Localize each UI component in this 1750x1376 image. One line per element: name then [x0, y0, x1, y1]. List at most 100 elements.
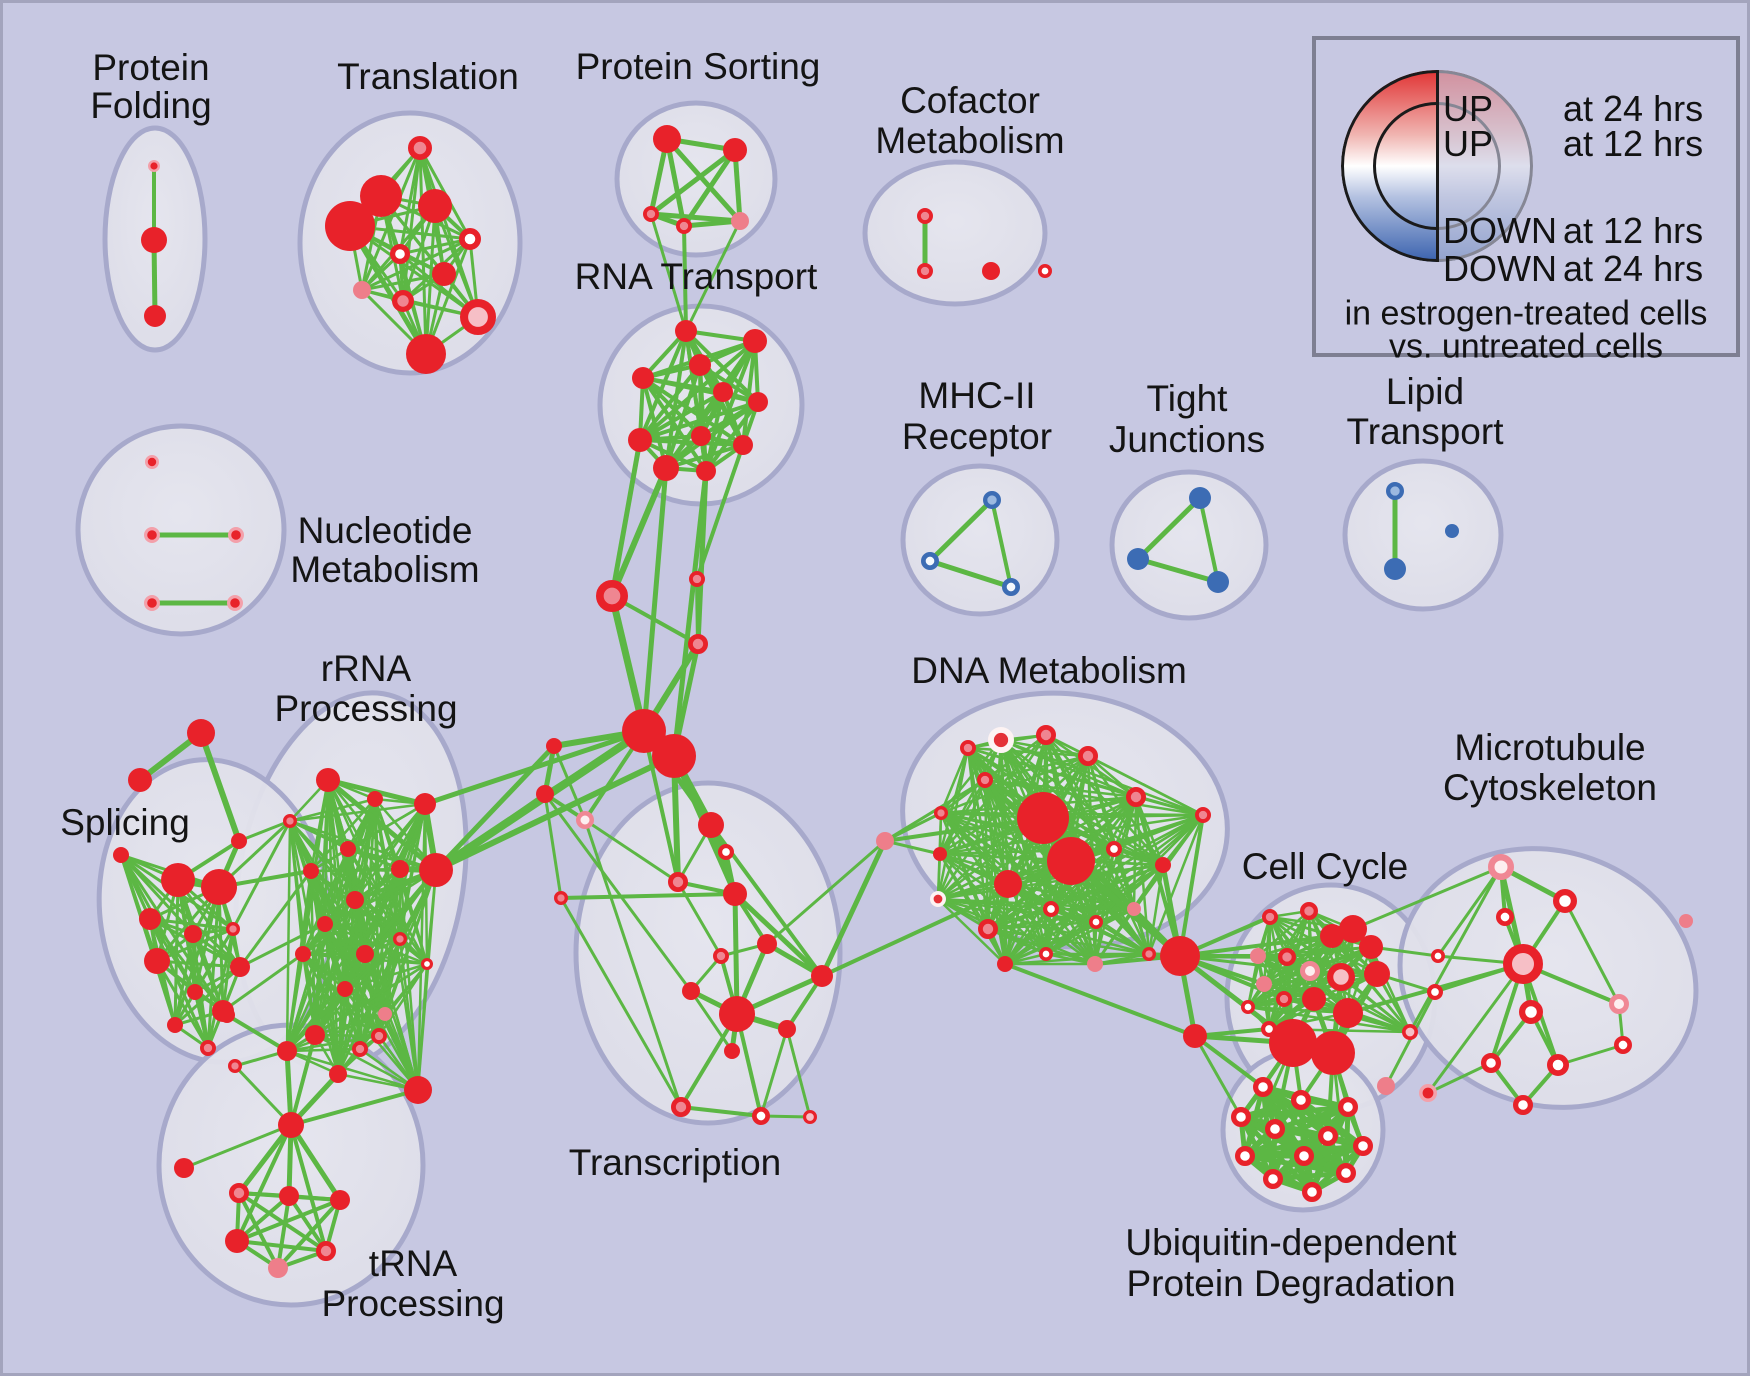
network-edge — [1427, 1061, 1492, 1095]
cluster-ellipse-nucleotide-metabolism — [75, 423, 287, 637]
network-edge — [433, 205, 480, 318]
network-node-rp — [282, 813, 297, 828]
network-node-rp — [671, 1097, 692, 1118]
network-node-r — [432, 262, 456, 286]
network-edge — [543, 793, 563, 899]
network-edge — [937, 898, 1006, 965]
network-node-rl — [1503, 944, 1543, 984]
network-edge — [301, 953, 362, 1050]
network-edge — [222, 952, 304, 1013]
network-edge — [884, 816, 1044, 843]
network-edge — [276, 1198, 342, 1270]
network-node-rp — [596, 580, 629, 613]
network-node-rw — [1234, 1145, 1255, 1166]
network-node-r — [414, 793, 436, 815]
network-node-p — [876, 832, 894, 850]
network-edge — [639, 400, 759, 442]
network-edge — [119, 854, 177, 1026]
network-edge — [1045, 952, 1181, 958]
network-edge — [819, 839, 888, 978]
network-node-rp — [1036, 725, 1057, 746]
network-edge — [939, 747, 970, 814]
network-edge — [1257, 910, 1310, 957]
network-node-r — [225, 1229, 249, 1253]
network-node-wr — [987, 726, 1014, 753]
network-node-pr — [144, 594, 161, 611]
cluster-label-protein-folding: Protein — [92, 47, 209, 88]
cluster-ellipse-cofactor-metabolism — [862, 159, 1048, 307]
network-node-r — [325, 201, 375, 251]
network-node-rw — [420, 957, 433, 970]
network-node-rp — [227, 1059, 242, 1074]
network-node-r — [632, 367, 654, 389]
network-node-rp — [371, 1028, 388, 1045]
network-node-rw — [1480, 1052, 1501, 1073]
network-edge — [664, 400, 760, 470]
network-node-rw — [1426, 984, 1443, 1001]
network-edge — [937, 863, 1164, 901]
legend-caption-line2: vs. untreated cells — [1388, 327, 1664, 366]
legend-up-12-label: UP — [1443, 123, 1494, 164]
network-node-rp — [675, 217, 692, 234]
network-edge — [732, 893, 740, 1015]
network-node-r — [404, 1076, 432, 1104]
network-node-rw — [1230, 1106, 1251, 1127]
network-node-r — [340, 841, 356, 857]
cluster-label-mhc-ii-receptor: MHC-II — [918, 375, 1035, 416]
network-node-r — [391, 860, 409, 878]
network-edge — [1004, 962, 1196, 1038]
network-edge — [424, 238, 472, 355]
network-node-r — [1359, 935, 1383, 959]
network-node-rw — [1038, 947, 1053, 962]
network-node-r — [360, 175, 402, 217]
network-node-rp — [959, 739, 976, 756]
network-node-rw — [1290, 1089, 1311, 1110]
network-edge — [1045, 814, 1204, 955]
network-edge — [237, 1123, 293, 1195]
network-edge — [1408, 866, 1503, 1033]
network-node-r — [1311, 1031, 1355, 1075]
network-node-p — [731, 212, 749, 230]
network-edge — [684, 329, 760, 404]
network-node-r — [128, 768, 152, 792]
network-edge — [638, 330, 688, 441]
network-edge — [1136, 496, 1202, 561]
legend-divider-line — [1435, 70, 1439, 262]
network-node-r — [278, 1112, 304, 1138]
network-edge — [324, 868, 437, 926]
network-edge — [609, 439, 643, 597]
network-node-bl — [1386, 482, 1405, 501]
network-edge — [543, 793, 693, 992]
network-edge — [236, 1198, 341, 1243]
network-node-r — [305, 1025, 325, 1045]
network-node-r — [652, 734, 696, 778]
network-node-rp — [553, 890, 568, 905]
network-node-r — [406, 334, 446, 374]
network-node-b — [1207, 571, 1229, 593]
cluster-label-cofactor-metabolism: Metabolism — [875, 120, 1064, 161]
network-edge — [641, 376, 708, 473]
network-node-r — [1047, 837, 1095, 885]
network-node-r — [743, 329, 767, 353]
network-node-rp — [712, 947, 729, 964]
network-node-rp — [1262, 908, 1279, 925]
network-edge — [289, 819, 437, 872]
network-node-rp — [976, 771, 993, 788]
network-edge — [665, 443, 744, 470]
network-node-rp — [225, 921, 240, 936]
network-node-r — [733, 435, 753, 455]
network-node-rw — [1495, 908, 1514, 927]
network-node-r — [757, 934, 777, 954]
cluster-label-cofactor-metabolism: Cofactor — [900, 80, 1040, 121]
network-edge — [314, 1033, 380, 1038]
cluster-label-rrna-processing: Processing — [274, 688, 457, 729]
network-edge — [560, 892, 736, 900]
network-node-rl — [1327, 963, 1356, 992]
network-edge — [559, 897, 683, 1108]
network-edge — [1004, 907, 1135, 966]
network-edge — [314, 938, 401, 1036]
network-edge — [206, 928, 235, 1049]
legend-up-24-label: UP — [1443, 88, 1494, 129]
network-node-pw — [1488, 854, 1514, 880]
